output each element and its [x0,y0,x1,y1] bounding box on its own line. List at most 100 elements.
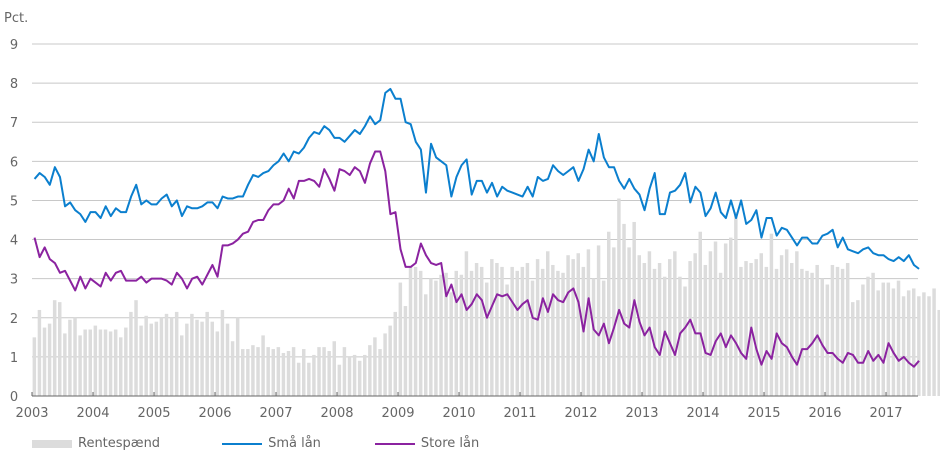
bar [896,280,901,396]
bar [856,300,860,396]
x-tick-label: 2007 [259,406,292,421]
bar [713,241,718,396]
line-series [33,87,920,368]
x-tick-label: 2009 [381,406,414,421]
bar [256,347,260,396]
y-tick-label: 3 [10,273,18,288]
bar [317,347,321,396]
x-tick-label: 2014 [686,406,719,421]
bar [281,352,286,396]
bar [510,266,514,396]
bar [205,311,209,396]
bar [815,264,819,396]
bar [322,347,326,396]
bar [739,266,743,396]
bar [784,249,789,396]
bar [820,278,824,396]
bar [901,296,906,396]
bar [469,270,474,396]
bar [307,362,311,396]
bar [180,335,184,396]
bar [200,321,204,396]
bar [174,311,179,396]
bar [805,270,809,396]
bar [342,347,347,396]
bar [464,251,469,396]
bar [515,270,519,396]
x-ticks: 2003 2004 2005 2006 2007 2008 2009 2010 2011 2012… [15,392,903,421]
bar [657,263,662,396]
bar [393,311,397,396]
bar [861,284,865,396]
x-tick-label: 2006 [198,406,231,421]
bar [617,198,621,396]
bar [332,341,336,396]
bar [790,263,794,396]
bar [337,364,342,396]
bar [835,266,840,396]
x-tick-label: 2004 [76,406,109,421]
bar [723,243,728,396]
y-tick-label: 6 [10,155,18,170]
bar [622,223,626,396]
bar [535,259,540,396]
x-tick-label: 2013 [625,406,658,421]
bar [729,237,733,396]
bar [596,245,601,396]
bar [912,288,916,396]
bar [139,325,143,396]
bar [495,263,499,396]
legend-item-store-laan: Store lån [374,436,479,451]
y-tick-label: 8 [10,77,18,92]
x-tick-label: 2005 [137,406,170,421]
bar-series-rentespaend [32,198,940,396]
y-tick-label: 5 [10,194,18,209]
bar [210,321,214,396]
bar [586,249,591,396]
x-tick-label: 2016 [808,406,841,421]
bar [754,259,758,396]
x-tick-label: 2010 [442,406,475,421]
bar [149,323,153,396]
legend-swatch-bar [32,439,72,448]
x-tick-label: 2012 [564,406,597,421]
bar [459,274,464,396]
legend-label: Rentespænd [78,436,161,451]
line-store-lan [33,150,920,368]
bar [439,274,443,396]
bar [708,251,713,396]
x-tick-label: 2017 [869,406,902,421]
x-tick-label: 2003 [15,406,48,421]
bar [63,333,67,396]
bar [891,288,896,396]
bar [922,292,926,396]
bar [408,266,413,396]
bar [866,276,870,396]
bar [434,280,438,396]
bar [795,251,799,396]
bar [561,272,565,396]
bar [530,280,535,396]
bar [373,337,377,396]
bar [352,354,357,396]
bar [525,263,530,396]
bar [108,331,113,396]
bar [779,255,784,396]
bar [500,266,504,396]
bar [688,261,692,396]
bar [800,268,804,396]
bar [220,309,225,396]
gridlines [32,43,918,358]
bar [52,300,57,396]
bar [612,247,616,396]
bar [927,296,931,396]
bar [932,288,936,396]
bar [906,290,911,396]
bar [83,329,87,396]
bar [98,329,103,396]
y-tick-label: 7 [10,116,18,131]
bar [68,319,72,396]
bar [271,349,275,396]
y-axis-unit-label: Pct. [4,11,28,26]
